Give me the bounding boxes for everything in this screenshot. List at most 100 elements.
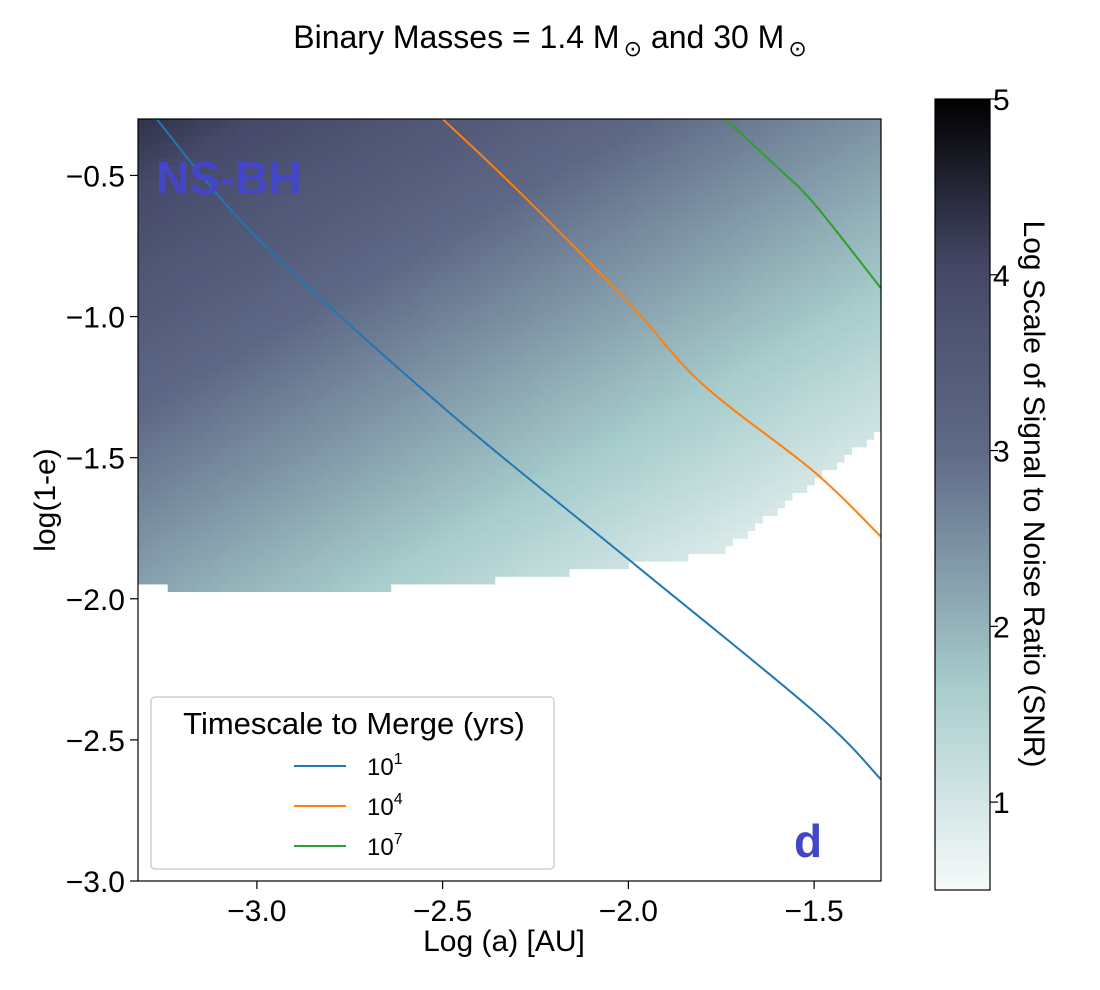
heatmap-cell — [375, 370, 384, 379]
heatmap-cell — [204, 560, 213, 570]
heatmap-cell — [286, 385, 295, 394]
heatmap-cell — [576, 530, 585, 539]
heatmap-cell — [383, 286, 392, 295]
heatmap-cell — [702, 218, 711, 227]
heatmap-cell — [435, 347, 444, 356]
heatmap-cell — [182, 164, 191, 173]
heatmap-cell — [724, 332, 733, 341]
heatmap-cell — [479, 484, 488, 493]
heatmap-cell — [160, 500, 169, 509]
heatmap-cell — [427, 454, 436, 463]
heatmap-cell — [583, 279, 592, 288]
heatmap-cell — [724, 271, 733, 280]
heatmap-cell — [658, 301, 667, 311]
heatmap-cell — [516, 538, 525, 547]
heatmap-cell — [680, 263, 689, 272]
heatmap-cell — [360, 279, 369, 288]
heatmap-cell — [420, 195, 429, 204]
heatmap-cell — [502, 545, 511, 554]
heatmap-cell — [509, 332, 518, 341]
heatmap-cell — [308, 339, 317, 349]
heatmap-cell — [353, 408, 362, 417]
heatmap-cell — [323, 202, 332, 212]
heatmap-cell — [435, 172, 444, 181]
heatmap-cell — [160, 301, 169, 311]
heatmap-cell — [294, 522, 303, 532]
heatmap-cell — [591, 484, 600, 493]
heatmap-cell — [212, 568, 221, 577]
heatmap-cell — [338, 279, 347, 288]
heatmap-cell — [591, 126, 600, 135]
heatmap-cell — [412, 385, 421, 394]
heatmap-cell — [457, 477, 466, 486]
heatmap-cell — [524, 347, 533, 356]
heatmap-cell — [628, 248, 637, 257]
heatmap-cell — [249, 355, 258, 364]
heatmap-cell — [531, 141, 540, 151]
heatmap-cell — [212, 538, 221, 547]
heatmap-cell — [724, 279, 733, 288]
heatmap-cell — [249, 522, 258, 532]
heatmap-cell — [212, 378, 221, 387]
heatmap-cell — [561, 378, 570, 387]
heatmap-cell — [472, 210, 481, 219]
heatmap-cell — [576, 500, 585, 509]
heatmap-cell — [494, 202, 503, 212]
heatmap-cell — [242, 347, 251, 356]
heatmap-cell — [204, 385, 213, 394]
heatmap-cell — [487, 378, 496, 387]
heatmap-cell — [405, 324, 414, 333]
heatmap-cell — [375, 568, 384, 577]
heatmap-cell — [747, 240, 756, 250]
heatmap-cell — [687, 522, 696, 532]
heatmap-cell — [576, 477, 585, 486]
heatmap-cell — [323, 454, 332, 463]
heatmap-cell — [353, 576, 362, 585]
heatmap-cell — [710, 317, 719, 326]
heatmap-cell — [450, 286, 459, 295]
heatmap-cell — [613, 248, 622, 257]
heatmap-cell — [509, 210, 518, 219]
heatmap-cell — [249, 461, 258, 471]
heatmap-cell — [234, 492, 243, 501]
heatmap-cell — [643, 119, 652, 128]
heatmap-cell — [212, 317, 221, 326]
heatmap-cell — [479, 477, 488, 486]
heatmap-cell — [249, 393, 258, 402]
heatmap-cell — [271, 530, 280, 539]
heatmap-cell — [672, 339, 681, 349]
heatmap-cell — [583, 248, 592, 257]
heatmap-cell — [390, 538, 399, 547]
heatmap-cell — [710, 408, 719, 417]
heatmap-cell — [487, 187, 496, 196]
heatmap-cell — [442, 507, 451, 516]
heatmap-cell — [494, 324, 503, 333]
heatmap-cell — [398, 454, 407, 463]
heatmap-cell — [190, 332, 199, 341]
heatmap-cell — [368, 301, 377, 311]
heatmap-cell — [190, 545, 199, 554]
heatmap-cell — [442, 500, 451, 509]
heatmap-cell — [360, 233, 369, 242]
heatmap-cell — [338, 157, 347, 166]
heatmap-cell — [739, 500, 748, 509]
heatmap-cell — [138, 134, 147, 143]
heatmap-cell — [286, 431, 295, 440]
heatmap-cell — [256, 484, 265, 493]
heatmap-cell — [167, 324, 176, 333]
heatmap-cell — [316, 393, 325, 402]
heatmap-cell — [672, 279, 681, 288]
heatmap-cell — [271, 461, 280, 471]
heatmap-cell — [576, 317, 585, 326]
heatmap-cell — [138, 576, 147, 585]
heatmap-cell — [710, 157, 719, 166]
heatmap-cell — [264, 248, 273, 257]
heatmap-cell — [672, 362, 681, 372]
heatmap-cell — [442, 149, 451, 158]
heatmap-cell — [695, 256, 704, 265]
heatmap-cell — [212, 141, 221, 151]
heatmap-cell — [160, 576, 169, 585]
heatmap-cell — [175, 210, 184, 219]
heatmap-cell — [613, 423, 622, 433]
heatmap-cell — [227, 522, 236, 532]
